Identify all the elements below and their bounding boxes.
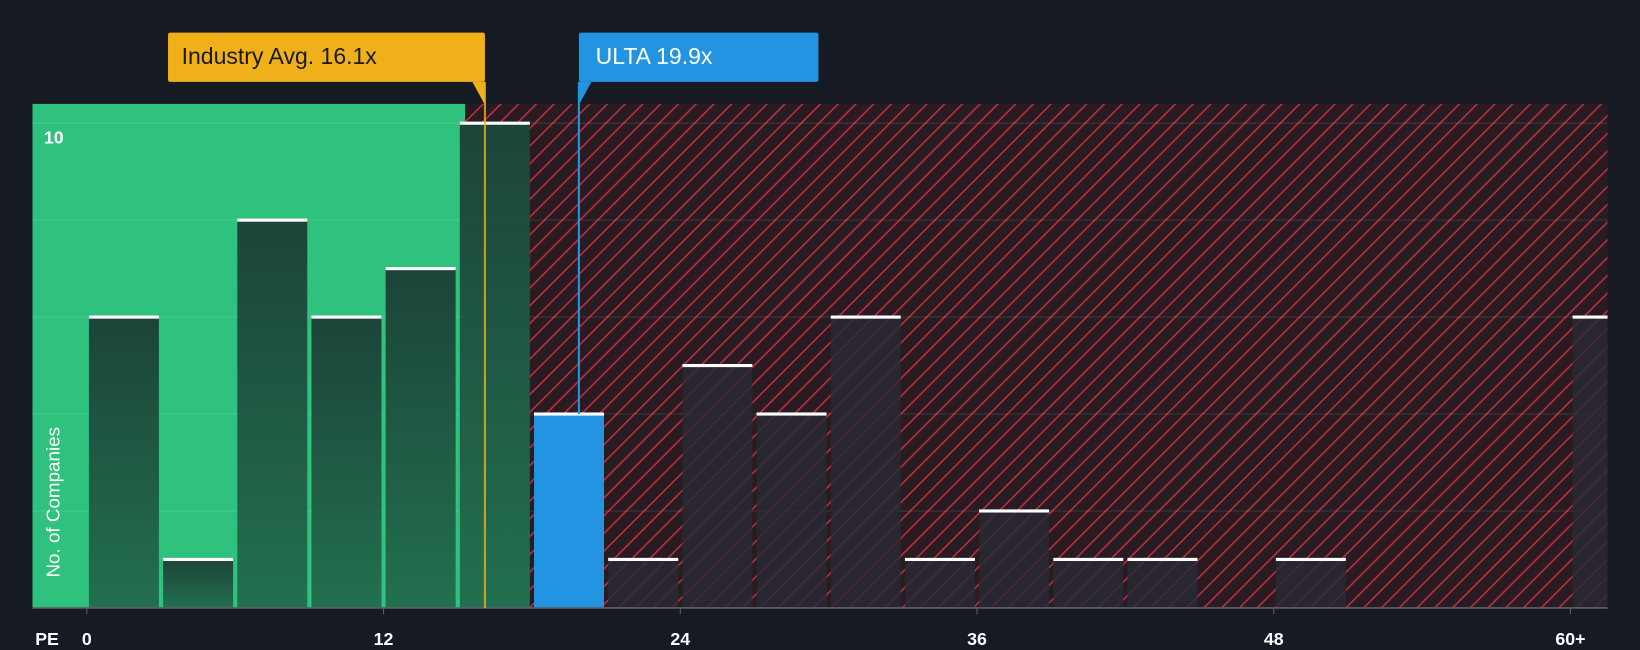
x-tick-label: 48 — [1264, 629, 1284, 649]
bar-top — [1053, 557, 1124, 562]
bar-top — [311, 315, 382, 319]
bar-top — [1127, 557, 1198, 562]
x-tick-label: 12 — [374, 629, 394, 649]
overlay: 0 12 24 36 48 60+ 10 Industry Avg. 16.1x ULTA 19… — [32, 32, 1608, 649]
bar — [1572, 317, 1608, 608]
y-axis-label: No. of Companies — [42, 427, 63, 578]
bar — [534, 414, 605, 608]
bar — [682, 365, 753, 608]
bar-top — [385, 267, 456, 271]
bar — [979, 510, 1050, 608]
bar-top — [163, 557, 234, 562]
y-tick-label: 10 — [44, 128, 64, 148]
bar-top — [1275, 557, 1346, 562]
bar-top — [979, 509, 1050, 513]
bar-top — [682, 363, 753, 368]
bar — [756, 414, 827, 608]
bar-top — [830, 315, 901, 319]
industry-box — [168, 32, 485, 82]
company-pointer — [578, 81, 592, 105]
industry-label: Industry Avg. 16.1x — [182, 43, 378, 69]
bar-top — [534, 412, 605, 416]
bar-top — [608, 557, 679, 562]
bar — [1053, 559, 1124, 608]
bar — [88, 317, 159, 608]
bar-top — [88, 315, 159, 319]
bar — [385, 268, 456, 608]
plot-area — [32, 103, 1608, 608]
x-tick-label: 0 — [82, 629, 92, 649]
bar — [830, 317, 901, 608]
bar-top — [756, 412, 827, 416]
x-axis-label: PE — [35, 629, 59, 649]
bar — [1127, 559, 1198, 608]
x-tick-label: 36 — [967, 629, 987, 649]
company-label: ULTA 19.9x — [596, 43, 713, 69]
bar-top — [1572, 315, 1608, 319]
bar — [459, 123, 530, 608]
bar-top — [904, 557, 975, 562]
x-tick-label: 24 — [670, 629, 690, 649]
bar-top — [237, 218, 308, 222]
bar-top — [459, 121, 530, 125]
bar — [311, 317, 382, 608]
bar — [163, 559, 234, 608]
bar — [237, 220, 308, 608]
bar — [1275, 559, 1346, 608]
company-box — [578, 32, 819, 82]
x-tick-label: 60+ — [1555, 629, 1585, 649]
bar — [904, 559, 975, 608]
bar — [608, 559, 679, 608]
industry-pointer — [472, 81, 485, 105]
